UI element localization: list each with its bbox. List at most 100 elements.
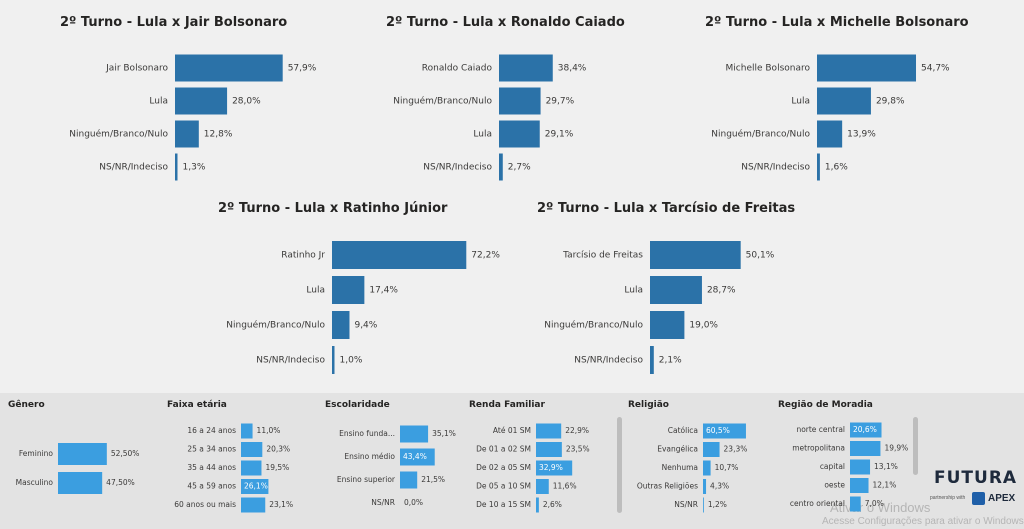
value-label-ns-nr-indeciso: 2,1%: [659, 356, 682, 366]
slicer-label-de-02-a-05-sm: De 02 a 05 SM: [476, 463, 531, 472]
slicer-title-escolaridade: Escolaridade: [325, 400, 390, 410]
slicer-bar-35-a-44-anos[interactable]: [241, 460, 262, 476]
bar-lula[interactable]: [650, 276, 702, 304]
slicer-bar-nenhuma[interactable]: [703, 460, 711, 476]
bar-ninguem-branco-nulo[interactable]: [650, 311, 685, 339]
slicer-bar-ate-01-sm[interactable]: [536, 423, 562, 439]
bar-ns-nr-indeciso[interactable]: [175, 153, 178, 181]
bar-ns-nr-indeciso[interactable]: [650, 346, 654, 374]
value-label-lula: 28,7%: [707, 286, 736, 296]
bar-ns-nr-indeciso[interactable]: [817, 153, 820, 181]
slicer-bar-16-a-24-anos[interactable]: [241, 423, 253, 439]
slicer-value-oeste: 12,1%: [873, 481, 897, 490]
religiao-scrollbar[interactable]: [617, 417, 622, 513]
slicer-bar-feminino[interactable]: [58, 443, 107, 465]
slicer-value-de-01-a-02-sm: 23,5%: [566, 445, 590, 454]
value-label-ratinho-jr: 72,2%: [471, 251, 500, 261]
slicer-value-norte-central: 20,6%: [853, 425, 877, 434]
category-label-tarcisio-de-freitas: Tarcísio de Freitas: [562, 251, 643, 261]
slicer-value-metropolitana: 19,9%: [884, 444, 908, 453]
slicer-bar-25-a-34-anos[interactable]: [241, 442, 263, 457]
bar-ninguem-branco-nulo[interactable]: [499, 87, 541, 115]
category-label-ninguem-branco-nulo: Ninguém/Branco/Nulo: [69, 129, 168, 140]
chart-title-2-turno-lula-x-jair-bolsonaro: 2º Turno - Lula x Jair Bolsonaro: [60, 15, 288, 30]
slicer-value-de-10-a-15-sm: 2,6%: [543, 500, 562, 509]
category-label-lula: Lula: [791, 97, 810, 107]
slicer-value-de-05-a-10-sm: 11,6%: [553, 482, 577, 491]
bar-lula[interactable]: [499, 120, 540, 148]
bar-ns-nr-indeciso[interactable]: [332, 346, 335, 374]
futura-logo: FUTURA: [934, 468, 1018, 488]
slicer-bar-catolica[interactable]: [703, 423, 746, 439]
slicer-bar-norte-central[interactable]: [850, 422, 882, 438]
chart-title-2-turno-lula-x-tarcisio-de-freitas: 2º Turno - Lula x Tarcísio de Freitas: [537, 201, 796, 216]
slicer-label-16-a-24-anos: 16 a 24 anos: [187, 426, 236, 435]
value-label-ninguem-branco-nulo: 12,8%: [204, 130, 233, 140]
slicer-value-evangelica: 23,3%: [724, 445, 748, 454]
bar-ninguem-branco-nulo[interactable]: [332, 311, 350, 339]
slicer-label-outras-religioes: Outras Religiões: [637, 482, 698, 491]
slicer-bar-centro-oriental[interactable]: [850, 496, 861, 512]
slicer-bar-oeste[interactable]: [850, 478, 869, 493]
slicer-label-evangelica: Evangélica: [657, 445, 698, 454]
bar-ratinho-jr[interactable]: [332, 241, 467, 269]
slicer-bar-de-05-a-10-sm[interactable]: [536, 479, 549, 494]
slicer-label-nenhuma: Nenhuma: [662, 463, 698, 472]
slicer-bar-45-a-59-anos[interactable]: [241, 479, 269, 494]
slicer-value-capital: 13,1%: [874, 462, 898, 471]
chart-title-2-turno-lula-x-ratinho-junior: 2º Turno - Lula x Ratinho Júnior: [218, 201, 448, 216]
value-label-lula: 29,1%: [545, 130, 574, 140]
slicer-label-capital: capital: [820, 462, 845, 471]
category-label-ns-nr-indeciso: NS/NR/Indeciso: [574, 356, 643, 366]
bar-ns-nr-indeciso[interactable]: [499, 153, 503, 181]
bar-michelle-bolsonaro[interactable]: [817, 54, 917, 82]
slicer-bar-outras-religioes[interactable]: [703, 479, 707, 494]
bar-ronaldo-caiado[interactable]: [499, 54, 553, 82]
value-label-ns-nr-indeciso: 1,0%: [340, 356, 363, 366]
slicer-label-ate-01-sm: Até 01 SM: [493, 426, 531, 435]
slicer-value-60-anos-ou-mais: 23,1%: [269, 500, 293, 509]
bar-lula[interactable]: [175, 87, 228, 115]
bar-jair-bolsonaro[interactable]: [175, 54, 283, 82]
category-label-ninguem-branco-nulo: Ninguém/Branco/Nulo: [711, 129, 810, 140]
slicer-bar-metropolitana[interactable]: [850, 441, 881, 456]
slicer-value-16-a-24-anos: 11,0%: [257, 426, 281, 435]
slicer-bar-de-01-a-02-sm[interactable]: [536, 442, 562, 457]
bar-lula[interactable]: [332, 276, 365, 304]
slicer-label-60-anos-ou-mais: 60 anos ou mais: [174, 500, 236, 509]
slicer-bar-masculino[interactable]: [58, 472, 103, 494]
value-label-lula: 28,0%: [232, 97, 261, 107]
slicer-label-metropolitana: metropolitana: [792, 444, 845, 453]
slicer-label-oeste: oeste: [824, 481, 845, 490]
bar-ninguem-branco-nulo[interactable]: [817, 120, 843, 148]
slicer-value-ensino-funda: 35,1%: [432, 429, 456, 438]
bar-lula[interactable]: [817, 87, 871, 115]
slicer-title-renda-familiar: Renda Familiar: [469, 400, 545, 410]
slicer-value-ensino-superior: 21,5%: [421, 475, 445, 484]
slicer-value-ns-nr: 1,2%: [708, 500, 727, 509]
slicer-value-45-a-59-anos: 26,1%: [244, 482, 268, 491]
slicer-bar-de-02-a-05-sm[interactable]: [536, 460, 573, 476]
slicer-value-ns-nr: 0,0%: [404, 498, 423, 507]
slicer-label-feminino: Feminino: [19, 449, 53, 458]
value-label-lula: 17,4%: [369, 286, 398, 296]
slicer-bar-60-anos-ou-mais[interactable]: [241, 497, 266, 513]
slicer-bar-ensino-funda[interactable]: [400, 425, 429, 443]
category-label-lula: Lula: [306, 286, 325, 296]
slicer-bar-ensino-superior[interactable]: [400, 471, 418, 489]
slicer-label-ensino-funda: Ensino funda...: [339, 429, 395, 438]
category-label-lula: Lula: [149, 97, 168, 107]
category-label-lula: Lula: [473, 130, 492, 140]
bar-tarcisio-de-freitas[interactable]: [650, 241, 741, 269]
slicer-label-de-10-a-15-sm: De 10 a 15 SM: [476, 500, 531, 509]
slicer-bar-capital[interactable]: [850, 459, 871, 475]
slicer-bar-ns-nr[interactable]: [703, 497, 704, 513]
slicer-bar-de-10-a-15-sm[interactable]: [536, 497, 539, 513]
regiao-scrollbar[interactable]: [913, 417, 918, 475]
slicer-bar-ensino-medio[interactable]: [400, 448, 435, 466]
category-label-ns-nr-indeciso: NS/NR/Indeciso: [741, 163, 810, 173]
bar-ninguem-branco-nulo[interactable]: [175, 120, 199, 148]
slicer-bar-evangelica[interactable]: [703, 442, 720, 457]
slicer-label-45-a-59-anos: 45 a 59 anos: [187, 482, 236, 491]
